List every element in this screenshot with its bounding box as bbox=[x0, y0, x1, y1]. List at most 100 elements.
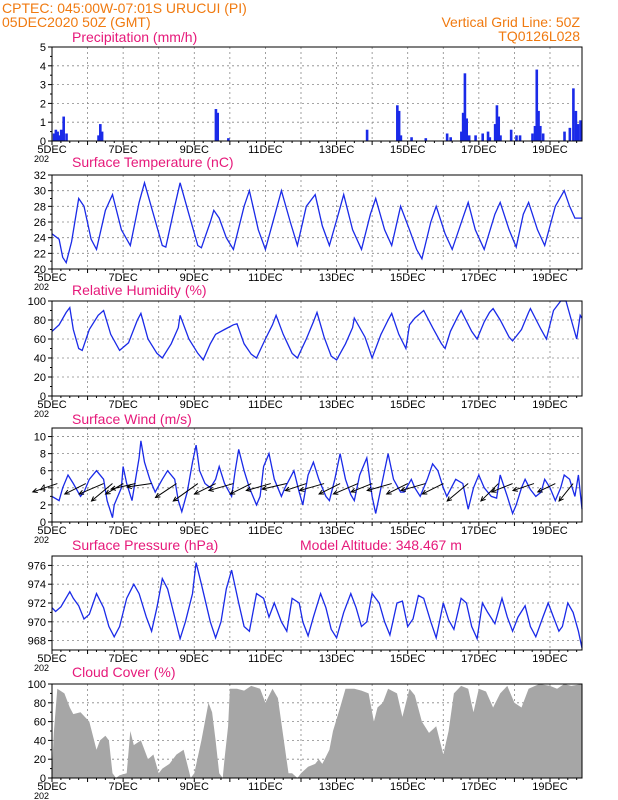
wind-arrow-shaft bbox=[558, 483, 574, 502]
wind-arrow-head bbox=[490, 487, 497, 493]
precip-bar bbox=[65, 133, 68, 141]
y-tick-label: 30 bbox=[34, 186, 46, 198]
wind-arrow-shaft bbox=[480, 483, 499, 502]
y-tick-label: 0 bbox=[40, 517, 46, 529]
x-tick-label: 17DEC bbox=[461, 144, 497, 156]
x-tick-label: 7DEC bbox=[108, 653, 137, 665]
wind-arrow-head bbox=[90, 496, 97, 502]
precip-bar bbox=[460, 131, 463, 141]
wind-arrow-shaft bbox=[78, 483, 104, 495]
wind-arrow-head bbox=[31, 488, 38, 493]
precip-bar bbox=[541, 133, 545, 141]
wind-arrow-head bbox=[261, 485, 268, 491]
precip-bar bbox=[99, 124, 102, 141]
wind-arrow-head bbox=[350, 487, 357, 493]
wind-arrow-shaft bbox=[262, 483, 287, 490]
y-tick-label: 4 bbox=[40, 483, 46, 495]
x-tick-label: 19DEC bbox=[532, 272, 568, 284]
precip-bar bbox=[574, 110, 578, 141]
y-tick-label: 60 bbox=[34, 334, 46, 346]
precip-bar bbox=[495, 105, 499, 141]
wind-arrow-head bbox=[172, 496, 179, 502]
precip-bar bbox=[509, 129, 513, 141]
wind-series-line bbox=[51, 440, 583, 518]
y-tick-label: 8 bbox=[40, 449, 46, 461]
x-tick-label: 11DEC bbox=[248, 781, 283, 793]
wind-arrow-shaft bbox=[155, 483, 177, 498]
x-tick-label: 17DEC bbox=[461, 525, 497, 537]
x-tick-label: 13DEC bbox=[319, 525, 355, 537]
precip-bar bbox=[515, 135, 518, 141]
precip-bar bbox=[488, 137, 492, 141]
y-tick-label: 40 bbox=[34, 353, 46, 365]
panel-title: Surface Pressure (hPa) bbox=[72, 537, 218, 553]
precip-bar bbox=[52, 133, 56, 141]
wind-arrow-shaft bbox=[64, 483, 87, 495]
wind-arrow-head bbox=[480, 496, 486, 502]
precip-bar bbox=[396, 105, 399, 141]
wind-arrow-shaft bbox=[246, 483, 271, 492]
temp-series-line bbox=[51, 180, 582, 265]
wind-arrow-shaft bbox=[446, 483, 469, 502]
rh-series-line bbox=[51, 300, 583, 362]
x-tick-label: 5DEC bbox=[37, 399, 66, 411]
panel-pres: 968 970 972 974 976 5DEC 7DEC 9DEC 11DEC 13DEC 15D… bbox=[28, 537, 583, 673]
x-tick-year: 202 bbox=[34, 154, 49, 164]
y-tick-label: 80 bbox=[34, 698, 46, 710]
precip-bar bbox=[533, 125, 537, 141]
precip-bar bbox=[56, 131, 59, 141]
precip-bar bbox=[58, 135, 61, 141]
x-tick-label: 13DEC bbox=[319, 399, 355, 411]
precip-bar bbox=[465, 118, 468, 141]
wind-arrow-shaft bbox=[173, 483, 199, 502]
y-tick-label: 974 bbox=[28, 579, 46, 591]
y-tick-label: 4 bbox=[40, 61, 46, 73]
wind-arrow-shaft bbox=[229, 483, 252, 495]
y-tick-label: 972 bbox=[28, 598, 46, 610]
precip-bar bbox=[486, 131, 490, 141]
y-tick-label: 2 bbox=[40, 500, 46, 512]
x-tick-year: 202 bbox=[34, 791, 49, 800]
x-tick-label: 15DEC bbox=[390, 144, 426, 156]
wind-arrow-head bbox=[229, 489, 236, 495]
y-tick-label: 20 bbox=[34, 264, 46, 276]
wind-arrow-head bbox=[318, 489, 325, 495]
wind-arrow-shaft bbox=[285, 483, 307, 492]
x-tick-label: 17DEC bbox=[461, 399, 497, 411]
x-tick-year: 202 bbox=[34, 663, 49, 673]
precip-bar bbox=[493, 124, 497, 141]
panel-wind: 0 2 4 6 8 10 5DEC 7DEC 9DEC 11DEC 13DEC 15DEC 17DEC 1… bbox=[31, 411, 583, 545]
precip-bar bbox=[463, 73, 467, 141]
precip-bar bbox=[100, 131, 104, 141]
x-tick-year: 202 bbox=[34, 409, 49, 419]
x-tick-label: 11DEC bbox=[248, 399, 283, 411]
panel-frame bbox=[51, 300, 583, 397]
wind-arrow-head bbox=[399, 486, 406, 492]
x-tick-label: 5DEC bbox=[37, 525, 66, 537]
y-tick-label: 32 bbox=[34, 170, 46, 182]
x-tick-label: 11DEC bbox=[248, 653, 283, 665]
precip-bar bbox=[568, 127, 572, 141]
precip-bar bbox=[531, 133, 534, 141]
precip-bar bbox=[499, 135, 502, 141]
precip-bar bbox=[424, 138, 428, 141]
precip-bar bbox=[576, 124, 580, 141]
header-grid-line: Vertical Grid Line: 50Z bbox=[441, 14, 580, 30]
x-tick-label: 11DEC bbox=[248, 525, 283, 537]
y-tick-label: 0 bbox=[40, 136, 46, 148]
wind-arrow-shaft bbox=[299, 483, 325, 492]
wind-arrow-head bbox=[63, 489, 70, 495]
wind-arrow-shaft bbox=[194, 483, 216, 495]
header-run-date: 05DEC2020 50Z (GMT) bbox=[2, 14, 151, 30]
panel-title: Cloud Cover (%) bbox=[72, 664, 175, 680]
x-tick-label: 15DEC bbox=[390, 653, 426, 665]
panel-temp: 20 22 24 26 28 30 32 5DEC 7DEC 9DEC 11DEC 13DEC 15DE… bbox=[34, 154, 583, 292]
x-tick-label: 19DEC bbox=[532, 781, 568, 793]
panel-rh: 0 20 40 60 80 100 5DEC 7DEC 9DEC 11DEC 13DEC 15DEC 1… bbox=[28, 282, 583, 419]
y-tick-label: 970 bbox=[28, 617, 46, 629]
y-tick-label: 976 bbox=[28, 560, 46, 572]
x-tick-label: 19DEC bbox=[532, 525, 568, 537]
x-tick-label: 7DEC bbox=[108, 399, 137, 411]
wind-arrow-shaft bbox=[400, 483, 426, 492]
